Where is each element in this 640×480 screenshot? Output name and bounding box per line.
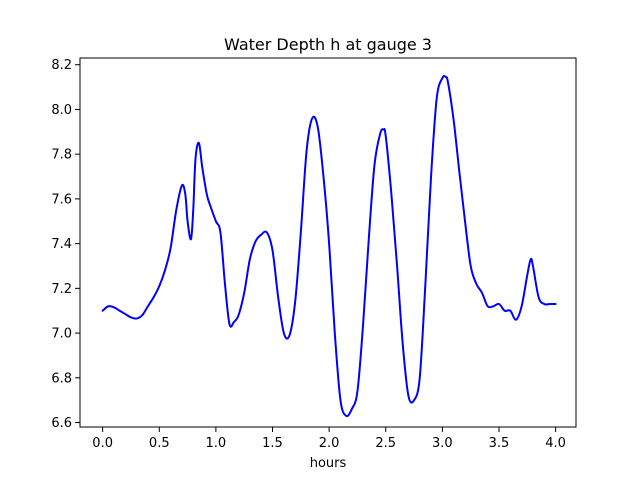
y-tick-label: 7.2 bbox=[51, 282, 72, 297]
x-tick-label: 3.5 bbox=[489, 436, 510, 451]
x-tick-label: 0.5 bbox=[149, 436, 170, 451]
x-axis: 0.0 0.5 1.0 1.5 2.0 2.5 3.0 3.5 4.0 bbox=[92, 427, 566, 451]
x-tick-label: 1.0 bbox=[206, 436, 227, 451]
x-tick-label: 2.5 bbox=[375, 436, 396, 451]
y-tick-label: 7.0 bbox=[51, 327, 72, 342]
y-tick-label: 6.8 bbox=[51, 371, 72, 386]
y-tick-label: 6.6 bbox=[51, 416, 72, 431]
chart-title: Water Depth h at gauge 3 bbox=[224, 35, 432, 54]
y-tick-label: 8.2 bbox=[51, 58, 72, 73]
x-tick-label: 0.0 bbox=[92, 436, 113, 451]
x-tick-label: 4.0 bbox=[545, 436, 566, 451]
y-axis: 6.6 6.8 7.0 7.2 7.4 7.6 7.8 8.0 8.2 bbox=[51, 58, 80, 431]
data-layer bbox=[101, 74, 557, 418]
y-tick-label: 7.4 bbox=[51, 237, 72, 252]
series-line-0 bbox=[101, 74, 557, 418]
y-tick-label: 7.8 bbox=[51, 148, 72, 163]
plot-frame bbox=[79, 57, 577, 428]
x-tick-label: 3.0 bbox=[432, 436, 453, 451]
x-tick-label: 1.5 bbox=[262, 436, 283, 451]
plot-area bbox=[80, 58, 576, 427]
x-tick-label: 2.0 bbox=[319, 436, 340, 451]
y-tick-label: 7.6 bbox=[51, 192, 72, 207]
y-tick-label: 8.0 bbox=[51, 103, 72, 118]
x-axis-label: hours bbox=[310, 456, 347, 471]
